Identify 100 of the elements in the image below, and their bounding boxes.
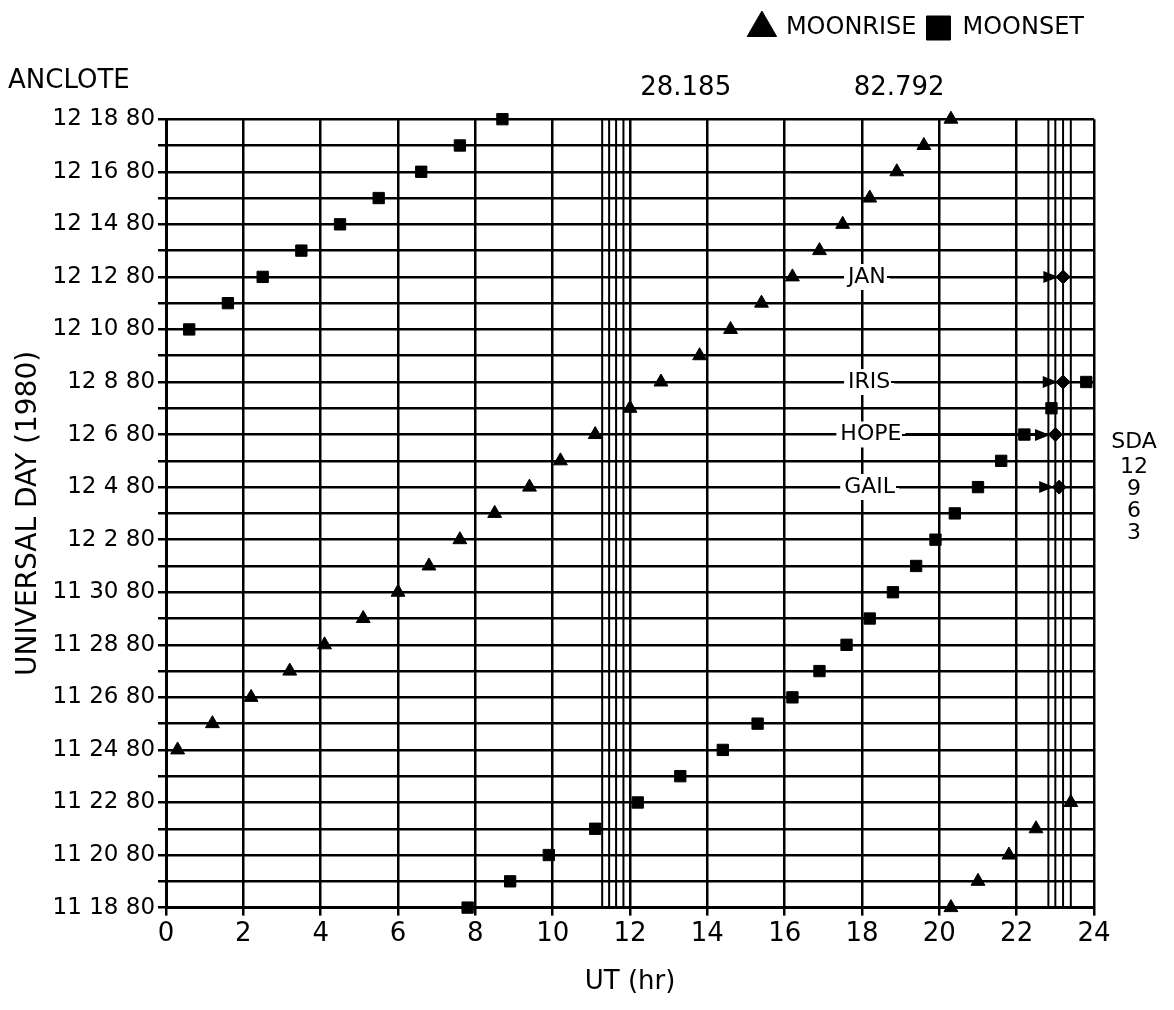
point [295, 244, 308, 257]
point [542, 848, 555, 862]
point [496, 113, 509, 126]
point [784, 268, 800, 282]
y-tick-label: 11 24 80 [52, 734, 156, 761]
y-tick-label: 11 22 80 [52, 787, 156, 814]
point [835, 215, 851, 229]
x-axis-title: UT (hr) [584, 965, 676, 996]
chart-title: ANCLOTE [8, 64, 130, 95]
annotation: IRIS [848, 367, 891, 393]
point [889, 163, 905, 177]
x-tick-label: 18 [845, 916, 879, 947]
point [1018, 428, 1031, 441]
y-tick-label: 12 12 80 [52, 261, 156, 288]
point [170, 741, 186, 755]
point [948, 507, 961, 520]
legend-label: MOONRISE [785, 12, 917, 41]
point [415, 165, 428, 178]
x-tick-label: 24 [1077, 916, 1111, 947]
point [840, 638, 853, 651]
y-tick-label: 11 18 80 [52, 892, 156, 919]
annotation: GAIL [844, 472, 896, 498]
y-tick-label: 12 16 80 [52, 156, 156, 183]
point [812, 242, 827, 256]
y-tick-label: 12 18 80 [52, 104, 156, 131]
y-tick-label: 11 26 80 [52, 682, 156, 709]
x-tick-label: 4 [312, 916, 329, 947]
point [723, 320, 738, 334]
point [452, 531, 468, 545]
text: 82.792 [853, 71, 945, 102]
point [716, 743, 729, 757]
point [622, 399, 638, 413]
x-tick-label: 22 [1000, 916, 1034, 947]
point [970, 872, 986, 886]
x-tick-label: 12 [613, 916, 647, 947]
y-tick-label: 12 8 80 [67, 366, 156, 393]
point [916, 136, 932, 150]
point [909, 559, 923, 573]
point [589, 822, 602, 835]
point [421, 557, 437, 571]
point [1063, 793, 1079, 807]
x-tick-label: 2 [235, 916, 252, 947]
point [943, 110, 959, 124]
point [372, 191, 385, 205]
point [1055, 374, 1071, 390]
point [674, 770, 687, 783]
y-tick-label: 12 6 80 [67, 419, 156, 446]
point [204, 715, 220, 729]
x-tick-label: 20 [922, 916, 956, 947]
point [587, 426, 603, 440]
point [183, 323, 196, 336]
y-tick-label: 12 14 80 [52, 209, 156, 236]
point [453, 139, 467, 152]
point [355, 610, 371, 624]
point [1051, 479, 1067, 495]
point [243, 688, 259, 702]
point [1047, 427, 1063, 443]
point [1080, 375, 1093, 389]
y-tick-label: 11 20 80 [52, 840, 156, 867]
x-tick-label: 8 [467, 916, 484, 947]
x-tick-label: 0 [157, 916, 175, 947]
point [1045, 402, 1058, 415]
y-tick-label: 11 28 80 [52, 629, 156, 656]
point [754, 294, 769, 308]
point [221, 297, 235, 310]
point [1001, 846, 1017, 860]
point [995, 454, 1008, 467]
point [813, 664, 826, 678]
point [631, 796, 644, 809]
point [1055, 269, 1071, 285]
point [943, 899, 959, 913]
point [390, 583, 406, 597]
x-tick-label: 16 [768, 916, 802, 947]
point [862, 189, 878, 203]
point [863, 612, 876, 625]
point [886, 586, 900, 599]
point [552, 452, 568, 466]
y-tick-label: 12 10 80 [52, 314, 156, 341]
annotation: JAN [846, 262, 886, 288]
y-tick-label: 12 4 80 [67, 472, 156, 499]
point [1028, 820, 1044, 834]
x-tick-label: 6 [389, 916, 407, 947]
y-tick-label: 11 30 80 [52, 577, 156, 604]
point [522, 478, 537, 492]
point [929, 533, 942, 546]
point [692, 347, 708, 361]
annotation: HOPE [840, 420, 902, 446]
text: SDA [1111, 428, 1157, 454]
point [487, 504, 503, 518]
point [282, 662, 298, 676]
point [786, 691, 799, 704]
point [751, 717, 764, 730]
point [653, 373, 669, 387]
point [503, 875, 517, 888]
point [256, 270, 269, 284]
point [317, 636, 332, 650]
x-tick-label: 14 [690, 916, 724, 947]
text: 28.185 [640, 71, 732, 102]
y-tick-label: 12 2 80 [67, 524, 156, 551]
point [333, 218, 347, 231]
